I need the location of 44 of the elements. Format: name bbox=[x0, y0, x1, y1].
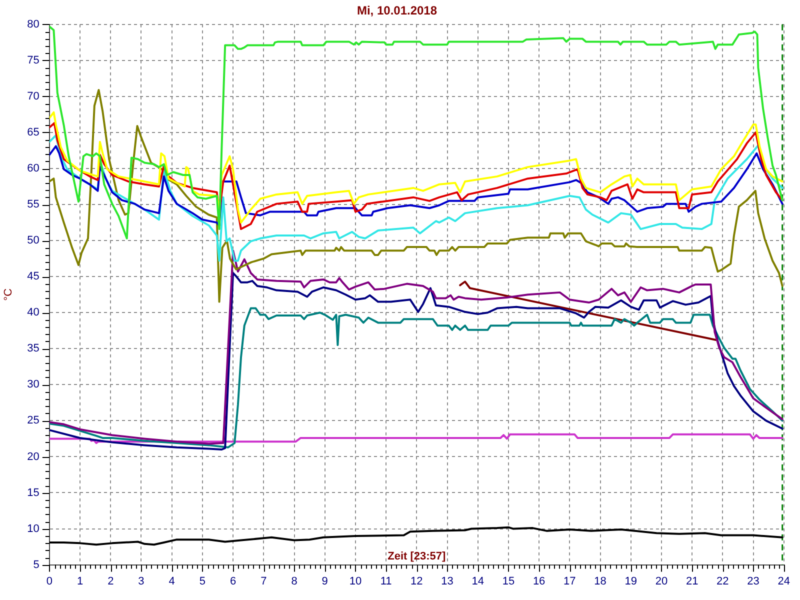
x-tick-label: 18 bbox=[594, 575, 606, 588]
y-tick-label: 80 bbox=[27, 18, 40, 30]
x-tick-label: 12 bbox=[410, 575, 423, 588]
y-tick-label: 45 bbox=[27, 270, 40, 283]
y-tick-label: 40 bbox=[27, 306, 40, 319]
y-tick-label: 70 bbox=[27, 90, 40, 102]
y-tick-label: 15 bbox=[27, 486, 40, 499]
x-tick-label: 0 bbox=[46, 575, 52, 588]
x-tick-label: 4 bbox=[168, 575, 175, 588]
y-tick-label: 5 bbox=[33, 558, 40, 571]
y-tick-label: 75 bbox=[27, 54, 40, 66]
x-tick-label: 16 bbox=[532, 575, 546, 588]
chart-title: Mi, 10.01.2018 bbox=[356, 4, 438, 18]
x-tick-label: 11 bbox=[380, 575, 392, 588]
x-tick-label: 14 bbox=[472, 575, 484, 588]
x-tick-label: 23 bbox=[747, 575, 760, 588]
x-axis-title: Zeit [23:57] bbox=[388, 550, 446, 562]
x-tick-label: 15 bbox=[502, 575, 515, 588]
x-tick-label: 2 bbox=[108, 575, 114, 588]
x-tick-label: 7 bbox=[260, 575, 267, 588]
y-tick-label: 60 bbox=[27, 162, 40, 175]
x-tick-label: 22 bbox=[716, 575, 729, 588]
y-tick-label: 35 bbox=[27, 342, 40, 355]
x-tick-label: 3 bbox=[138, 575, 144, 588]
x-tick-label: 5 bbox=[199, 575, 206, 588]
x-tick-label: 19 bbox=[624, 575, 637, 588]
x-tick-label: 9 bbox=[322, 575, 328, 588]
y-tick-label: 30 bbox=[27, 378, 40, 391]
x-tick-label: 1 bbox=[76, 575, 84, 588]
y-tick-label: 55 bbox=[27, 198, 40, 211]
y-tick-label: 10 bbox=[27, 522, 40, 535]
x-tick-label: 8 bbox=[291, 575, 298, 588]
x-tick-label: 17 bbox=[564, 575, 576, 588]
x-tick-label: 24 bbox=[778, 575, 790, 588]
y-tick-label: 65 bbox=[27, 126, 40, 139]
x-tick-label: 21 bbox=[686, 575, 698, 588]
y-tick-label: 20 bbox=[27, 450, 40, 463]
x-tick-label: 6 bbox=[230, 575, 236, 588]
y-tick-label: 50 bbox=[27, 234, 40, 247]
x-tick-label: 20 bbox=[655, 575, 668, 588]
x-tick-label: 10 bbox=[349, 575, 362, 588]
y-axis-title: °C bbox=[2, 288, 15, 301]
x-tick-label: 13 bbox=[441, 575, 454, 588]
y-tick-label: 25 bbox=[27, 414, 40, 427]
